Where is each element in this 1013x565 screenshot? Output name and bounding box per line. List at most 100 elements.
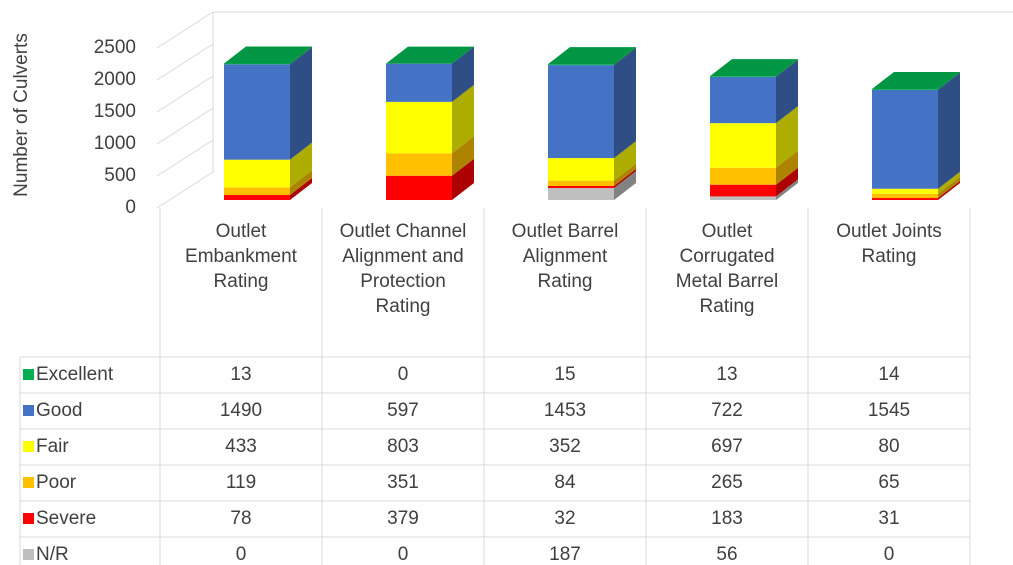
legend-label: Severe: [36, 508, 97, 529]
bar-side: [614, 141, 636, 181]
y-tick-label: 500: [104, 165, 136, 186]
table-cell: 15: [554, 364, 576, 385]
bar: [548, 65, 614, 159]
bar: [710, 167, 776, 185]
table-cell: 597: [387, 400, 419, 421]
bar-top: [710, 59, 798, 77]
legend-swatch: [23, 477, 34, 488]
table-cell: 0: [397, 544, 409, 565]
bar-side: [938, 72, 960, 189]
table-cell: 697: [711, 436, 743, 457]
bar: [710, 184, 776, 197]
bar: [872, 188, 938, 194]
table-cell: 351: [387, 472, 419, 493]
bar: [872, 198, 938, 200]
y-tick-label: 1500: [94, 101, 136, 122]
bar: [872, 88, 938, 90]
legend-swatch: [23, 441, 34, 452]
y-tick-label: 2000: [94, 69, 136, 90]
table-cell: 13: [716, 364, 738, 385]
bar-side: [938, 176, 960, 199]
bar: [710, 76, 776, 77]
bar-side: [290, 47, 312, 160]
bar: [224, 187, 290, 196]
bar: [872, 193, 938, 199]
category-label: Outlet Joints Rating: [836, 221, 942, 267]
bar-side: [938, 181, 960, 200]
table-cell: 78: [230, 508, 252, 529]
bar-side: [614, 47, 636, 66]
bar: [386, 101, 452, 154]
bar-side: [938, 171, 960, 194]
table-cell: 31: [878, 508, 900, 529]
y-tick-label: 2500: [94, 37, 136, 58]
bar-side: [938, 71, 960, 90]
table-cell: 14: [878, 364, 900, 385]
table-cell: 80: [878, 436, 900, 457]
bar: [548, 180, 614, 186]
table-cell: 1453: [543, 400, 587, 421]
bar: [710, 196, 776, 200]
bar: [548, 64, 614, 66]
bar-side: [290, 142, 312, 188]
table-cell: 722: [711, 400, 743, 421]
bar: [386, 153, 452, 176]
bar-side: [452, 84, 474, 154]
grid-line: [156, 11, 214, 49]
y-tick-label: 0: [125, 197, 136, 218]
table-cell: 352: [549, 436, 581, 457]
grid-line: [156, 43, 214, 81]
table-cell: 379: [387, 508, 419, 529]
bar-side: [776, 179, 798, 200]
legend-label: Excellent: [36, 364, 114, 385]
legend-label: N/R: [36, 544, 69, 565]
table-cell: 0: [397, 364, 409, 385]
table-cell: 187: [549, 544, 581, 565]
table-cell: 65: [878, 472, 900, 493]
bar: [548, 188, 614, 200]
bar: [386, 63, 452, 102]
bar-side: [452, 136, 474, 176]
bar-side: [452, 46, 474, 102]
bar-side: [614, 171, 636, 200]
legend-swatch: [23, 549, 34, 560]
grid-line: [156, 139, 214, 177]
table-cell: 119: [225, 472, 257, 493]
bar-side: [776, 167, 798, 197]
category-label: Outlet Barrel Alignment Rating: [511, 221, 619, 292]
table-cell: 0: [883, 544, 895, 565]
bar: [224, 195, 290, 200]
bar-side: [614, 163, 636, 186]
bar: [224, 159, 290, 188]
bar: [224, 63, 290, 65]
bar-side: [290, 170, 312, 196]
table-cell: 183: [711, 508, 743, 529]
category-label: Outlet Channel Alignment and Protection …: [339, 221, 467, 317]
bar: [872, 89, 938, 189]
legend-label: Fair: [36, 436, 69, 457]
category-label: Outlet Embankment Rating: [185, 221, 297, 292]
table-cell: 803: [387, 436, 419, 457]
legend-label: Poor: [36, 472, 77, 493]
bar-top: [548, 47, 636, 65]
table-cell: 433: [225, 436, 257, 457]
legend-swatch: [23, 369, 34, 380]
grid-line: [156, 75, 214, 113]
bar-side: [776, 59, 798, 77]
bar-top: [872, 71, 960, 89]
bar-side: [290, 178, 312, 200]
bar-side: [290, 46, 312, 65]
bar: [710, 123, 776, 168]
table-cell: 1490: [219, 400, 263, 421]
category-label: Outlet Corrugated Metal Barrel Rating: [675, 221, 779, 317]
bar-side: [614, 48, 636, 159]
table-cell: 32: [554, 508, 576, 529]
bar-side: [452, 158, 474, 200]
bar-side: [776, 106, 798, 168]
bar: [224, 64, 290, 160]
bar: [548, 185, 614, 189]
y-tick-label: 1000: [94, 133, 136, 154]
bar-side: [776, 150, 798, 185]
